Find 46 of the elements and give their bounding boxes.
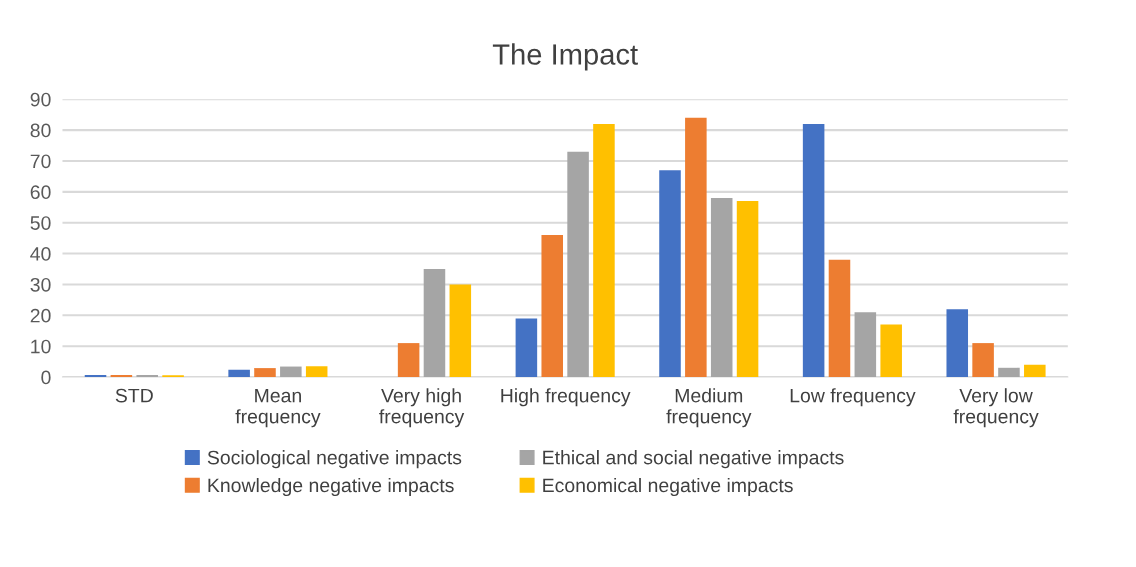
y-tick-label: 40 — [30, 247, 51, 261]
legend-label: Economical negative impacts — [543, 477, 793, 497]
bar — [998, 367, 1020, 378]
y-tick-label: 50 — [30, 216, 51, 230]
chart-title: The Impact — [492, 43, 638, 71]
legend-label: Ethical and social negative impacts — [543, 450, 844, 469]
bar — [659, 170, 681, 378]
bar — [449, 284, 472, 378]
x-tick-label: Mean frequency — [235, 388, 321, 428]
bar — [567, 151, 589, 378]
bar — [423, 269, 446, 378]
y-tick-label: 80 — [30, 123, 51, 138]
legend-label: Sociological negative impacts — [207, 450, 462, 469]
bar — [946, 309, 969, 378]
x-tick-label: Low frequency — [790, 388, 916, 407]
bar — [228, 369, 250, 378]
legend-label: Knowledge negative impacts — [208, 477, 454, 497]
bar — [1024, 364, 1046, 378]
x-tick-label: Very high frequency — [379, 388, 465, 428]
bar — [541, 235, 564, 378]
x-tick-label: Medium frequency — [666, 388, 752, 428]
x-tick-label: Very low frequency — [953, 388, 1039, 428]
y-tick-label: 60 — [30, 185, 51, 200]
bar — [828, 259, 851, 378]
y-tick-label: 0 — [41, 370, 51, 385]
bar — [254, 368, 276, 378]
y-tick-label: 90 — [30, 92, 51, 107]
bar — [736, 201, 759, 378]
bar — [280, 366, 302, 378]
bar — [397, 343, 420, 378]
y-tick-label: 70 — [30, 154, 51, 169]
bar — [854, 312, 877, 378]
y-tick-label: 20 — [30, 308, 51, 323]
bar — [593, 123, 615, 378]
bar — [685, 117, 707, 378]
bar — [136, 374, 158, 378]
x-tick-label: High frequency — [501, 388, 631, 407]
bar — [802, 123, 825, 378]
bar — [710, 198, 733, 378]
x-tick-label: STD — [115, 388, 153, 403]
bar — [972, 343, 994, 378]
y-tick-label: 30 — [30, 277, 51, 292]
bar — [515, 318, 538, 378]
bar — [880, 324, 902, 378]
bar — [305, 366, 328, 378]
y-tick-label: 10 — [31, 339, 51, 354]
